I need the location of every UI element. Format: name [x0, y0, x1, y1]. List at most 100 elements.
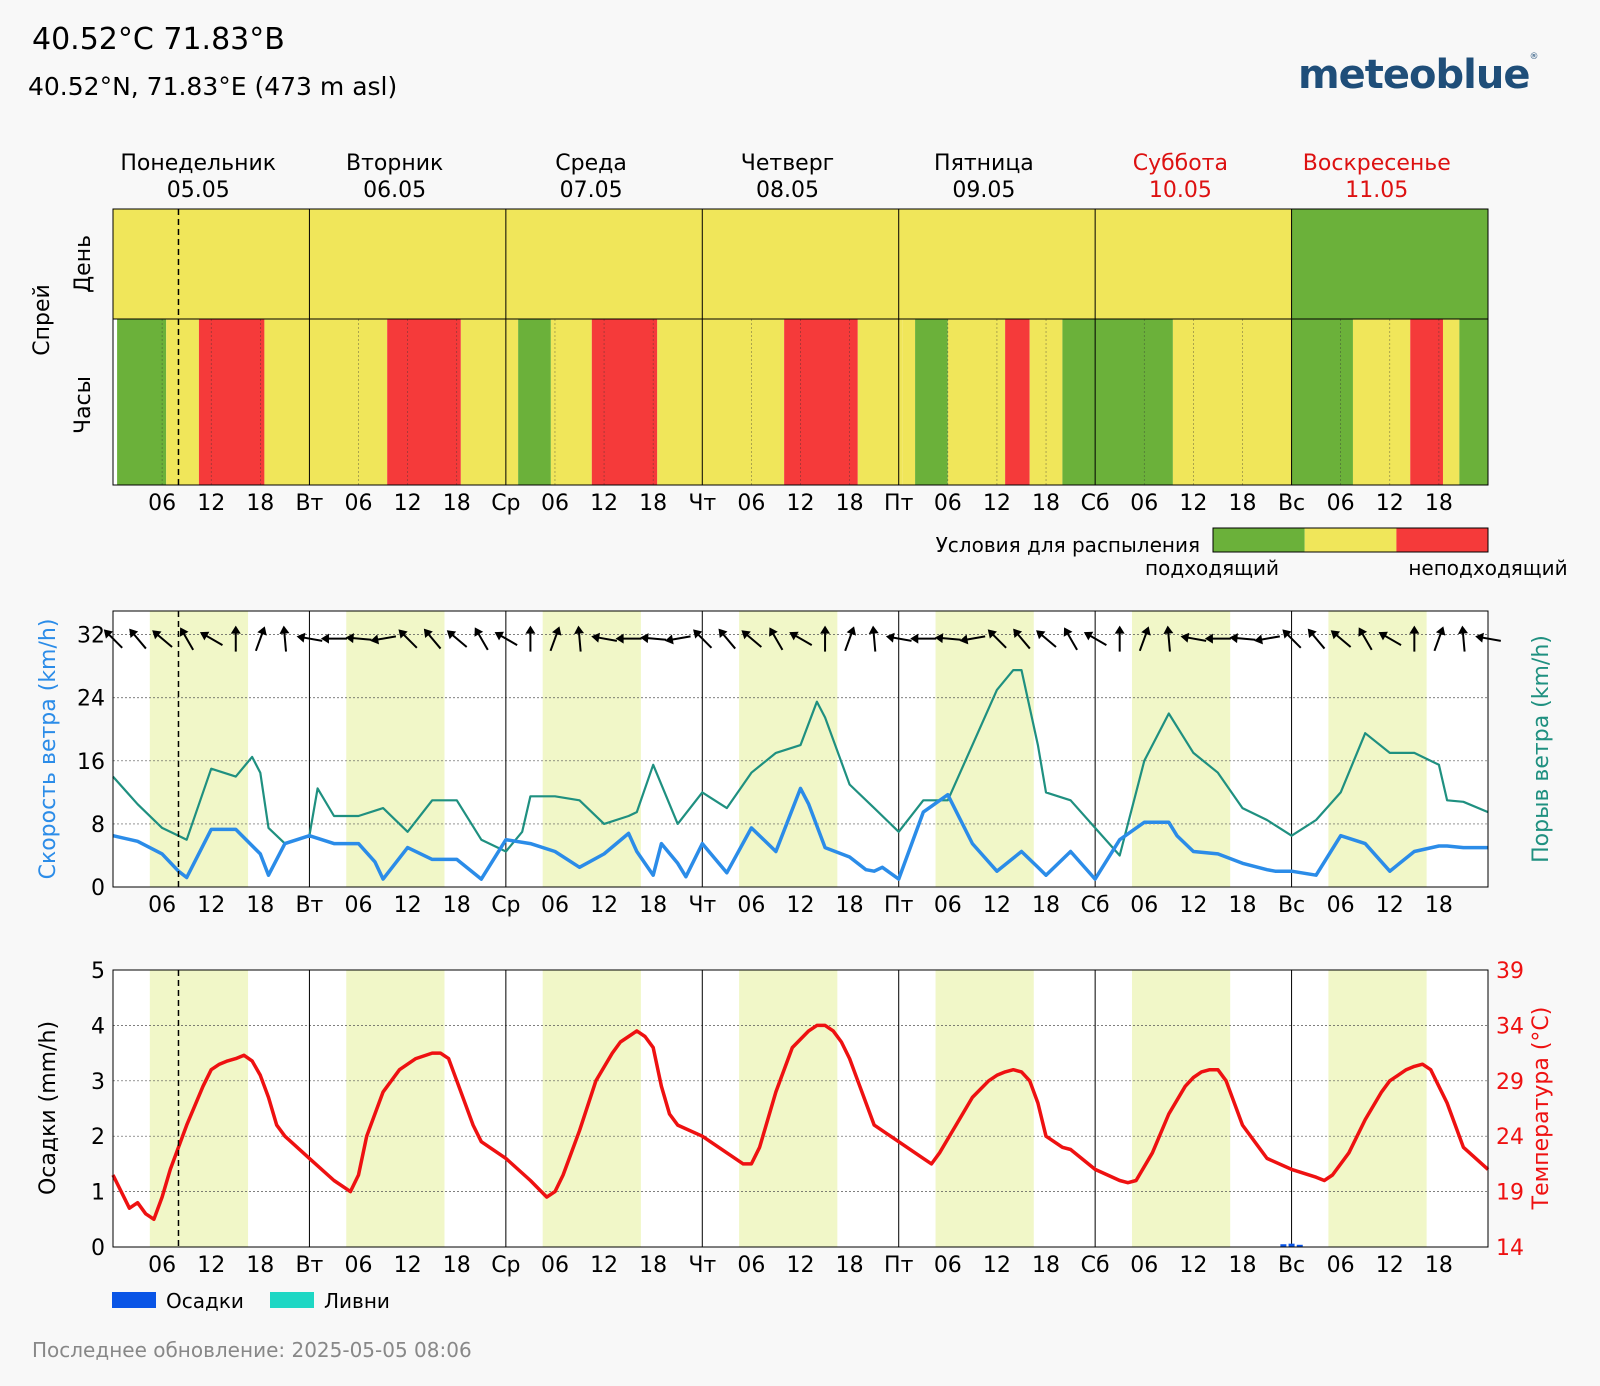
- wind-tick-day-1: Вт: [295, 893, 323, 918]
- wind-daylight-band: [149, 611, 249, 887]
- wind-arrow-head: [1282, 629, 1292, 639]
- wind-arrow-head: [279, 625, 290, 635]
- wind-ylabel-left: Скорость ветра (km/h): [36, 619, 61, 880]
- wind-arrow-head: [103, 629, 113, 639]
- page-title: 40.52°C 71.83°B: [32, 22, 285, 57]
- temp-ytick: 19: [1496, 1181, 1524, 1206]
- precip-daylight-band: [149, 970, 249, 1247]
- wind-arrow-head: [345, 633, 354, 644]
- temp-ytick: 24: [1496, 1125, 1524, 1150]
- brand-registered-mark: ®: [1529, 52, 1539, 62]
- wind-arrow: [320, 633, 347, 644]
- precip-tick-day-2: Ср: [491, 1253, 520, 1278]
- spray-tick-hour: 18: [1425, 491, 1453, 516]
- spray-hour-cell: [1459, 319, 1488, 485]
- precip-ytick: 0: [91, 1236, 105, 1261]
- temp-ytick: 29: [1496, 1070, 1524, 1095]
- spray-hour-cell: [915, 319, 948, 485]
- precip-tick-hour: 06: [934, 1253, 962, 1278]
- spray-tick-hour: 06: [737, 491, 765, 516]
- wind-ytick: 8: [91, 813, 105, 838]
- wind-tick-hour: 18: [1228, 893, 1256, 918]
- wind-tick-hour: 18: [443, 893, 471, 918]
- wind-arrow: [1114, 625, 1125, 652]
- wind-arrow-head: [934, 633, 944, 644]
- precip-ylabel-left: Осадки (mm/h): [36, 1021, 61, 1195]
- wind-arrow: [1063, 627, 1078, 651]
- day-date-1: 06.05: [363, 178, 426, 203]
- wind-tick-day-5: Сб: [1081, 893, 1110, 918]
- day-date-3: 08.05: [756, 178, 819, 203]
- wind-arrow-head: [1114, 625, 1125, 634]
- temperature-line: [111, 1023, 1490, 1222]
- wind-arrow-head: [1204, 633, 1213, 644]
- wind-arrow-head: [423, 628, 433, 638]
- wind-arrow: [574, 625, 585, 652]
- wind-arrow-head: [551, 626, 562, 636]
- wind-arrow-head: [179, 627, 189, 637]
- legend-precip-label: Осадки: [166, 1289, 244, 1313]
- spray-daily-cell-4: [898, 209, 1096, 319]
- wind-arrow: [934, 633, 961, 644]
- spray-tick-hour: 12: [590, 491, 618, 516]
- wind-arrow-head: [693, 629, 703, 639]
- precip-daylight-band: [346, 970, 445, 1247]
- precip-tick-hour: 06: [737, 1253, 765, 1278]
- wind-tick-hour: 06: [737, 893, 765, 918]
- wind-arrow-head: [494, 631, 505, 641]
- wind-arrow-head: [446, 630, 457, 640]
- wind-daylight-band: [935, 611, 1034, 887]
- day-date-5: 10.05: [1149, 178, 1212, 203]
- wind-arrow-head: [987, 629, 997, 639]
- wind-arrow: [693, 629, 713, 649]
- precip-tick-hour: 12: [394, 1253, 422, 1278]
- wind-arrow: [494, 631, 518, 646]
- wind-daylight-band: [346, 611, 445, 887]
- wind-arrow: [959, 634, 986, 645]
- spray-tick-hour: 18: [836, 491, 864, 516]
- wind-daylight-band: [1131, 611, 1231, 887]
- wind-arrow: [179, 627, 195, 651]
- spray-hour-cell: [198, 319, 265, 485]
- wind-frame: [112, 610, 1489, 888]
- spray-hour-cell: [117, 319, 167, 485]
- spray-hour-cell: [1410, 319, 1443, 485]
- wind-arrow-head: [820, 625, 831, 634]
- wind-arrow: [718, 628, 736, 650]
- wind-tick-hour: 12: [197, 893, 225, 918]
- precip-frame: [112, 969, 1489, 1248]
- spray-legend-title: Условия для распыления: [936, 533, 1200, 557]
- wind-tick-hour: 12: [590, 893, 618, 918]
- precip-tick-hour: 12: [1376, 1253, 1404, 1278]
- wind-arrow: [640, 633, 667, 644]
- wind-arrow-head: [1307, 628, 1317, 638]
- precip-tick-day-6: Вс: [1278, 1253, 1305, 1278]
- spray-tick-hour: 18: [1228, 491, 1256, 516]
- precip-tick-hour: 18: [443, 1253, 471, 1278]
- spray-frame: [112, 208, 1489, 486]
- wind-arrow-head: [398, 629, 408, 639]
- wind-arrow-head: [296, 632, 306, 643]
- wind-arrow-head: [868, 625, 879, 635]
- precip-tick-hour: 06: [148, 1253, 176, 1278]
- temp-ylabel-right: Температура (°C): [1529, 1007, 1554, 1211]
- wind-arrow: [230, 625, 241, 652]
- wind-arrow: [152, 630, 173, 648]
- wind-tick-hour: 06: [934, 893, 962, 918]
- wind-arrow: [789, 631, 813, 646]
- wind-arrow-head: [320, 633, 329, 644]
- wind-arrow: [1163, 625, 1174, 652]
- precip-tick-hour: 18: [639, 1253, 667, 1278]
- spray-daily-cell-1: [309, 209, 506, 319]
- spray-daily-cell-3: [702, 209, 899, 319]
- day-name-5: Суббота: [1133, 151, 1228, 176]
- wind-arrow: [1229, 633, 1256, 644]
- precip-daylight-band: [1328, 970, 1427, 1247]
- wind-arrow-head: [591, 632, 601, 643]
- precip-tick-day-4: Пт: [884, 1253, 914, 1278]
- wind-ytick: 32: [77, 624, 105, 649]
- wind-arrow-head: [1083, 631, 1094, 641]
- precip-tick-day-5: Сб: [1081, 1253, 1110, 1278]
